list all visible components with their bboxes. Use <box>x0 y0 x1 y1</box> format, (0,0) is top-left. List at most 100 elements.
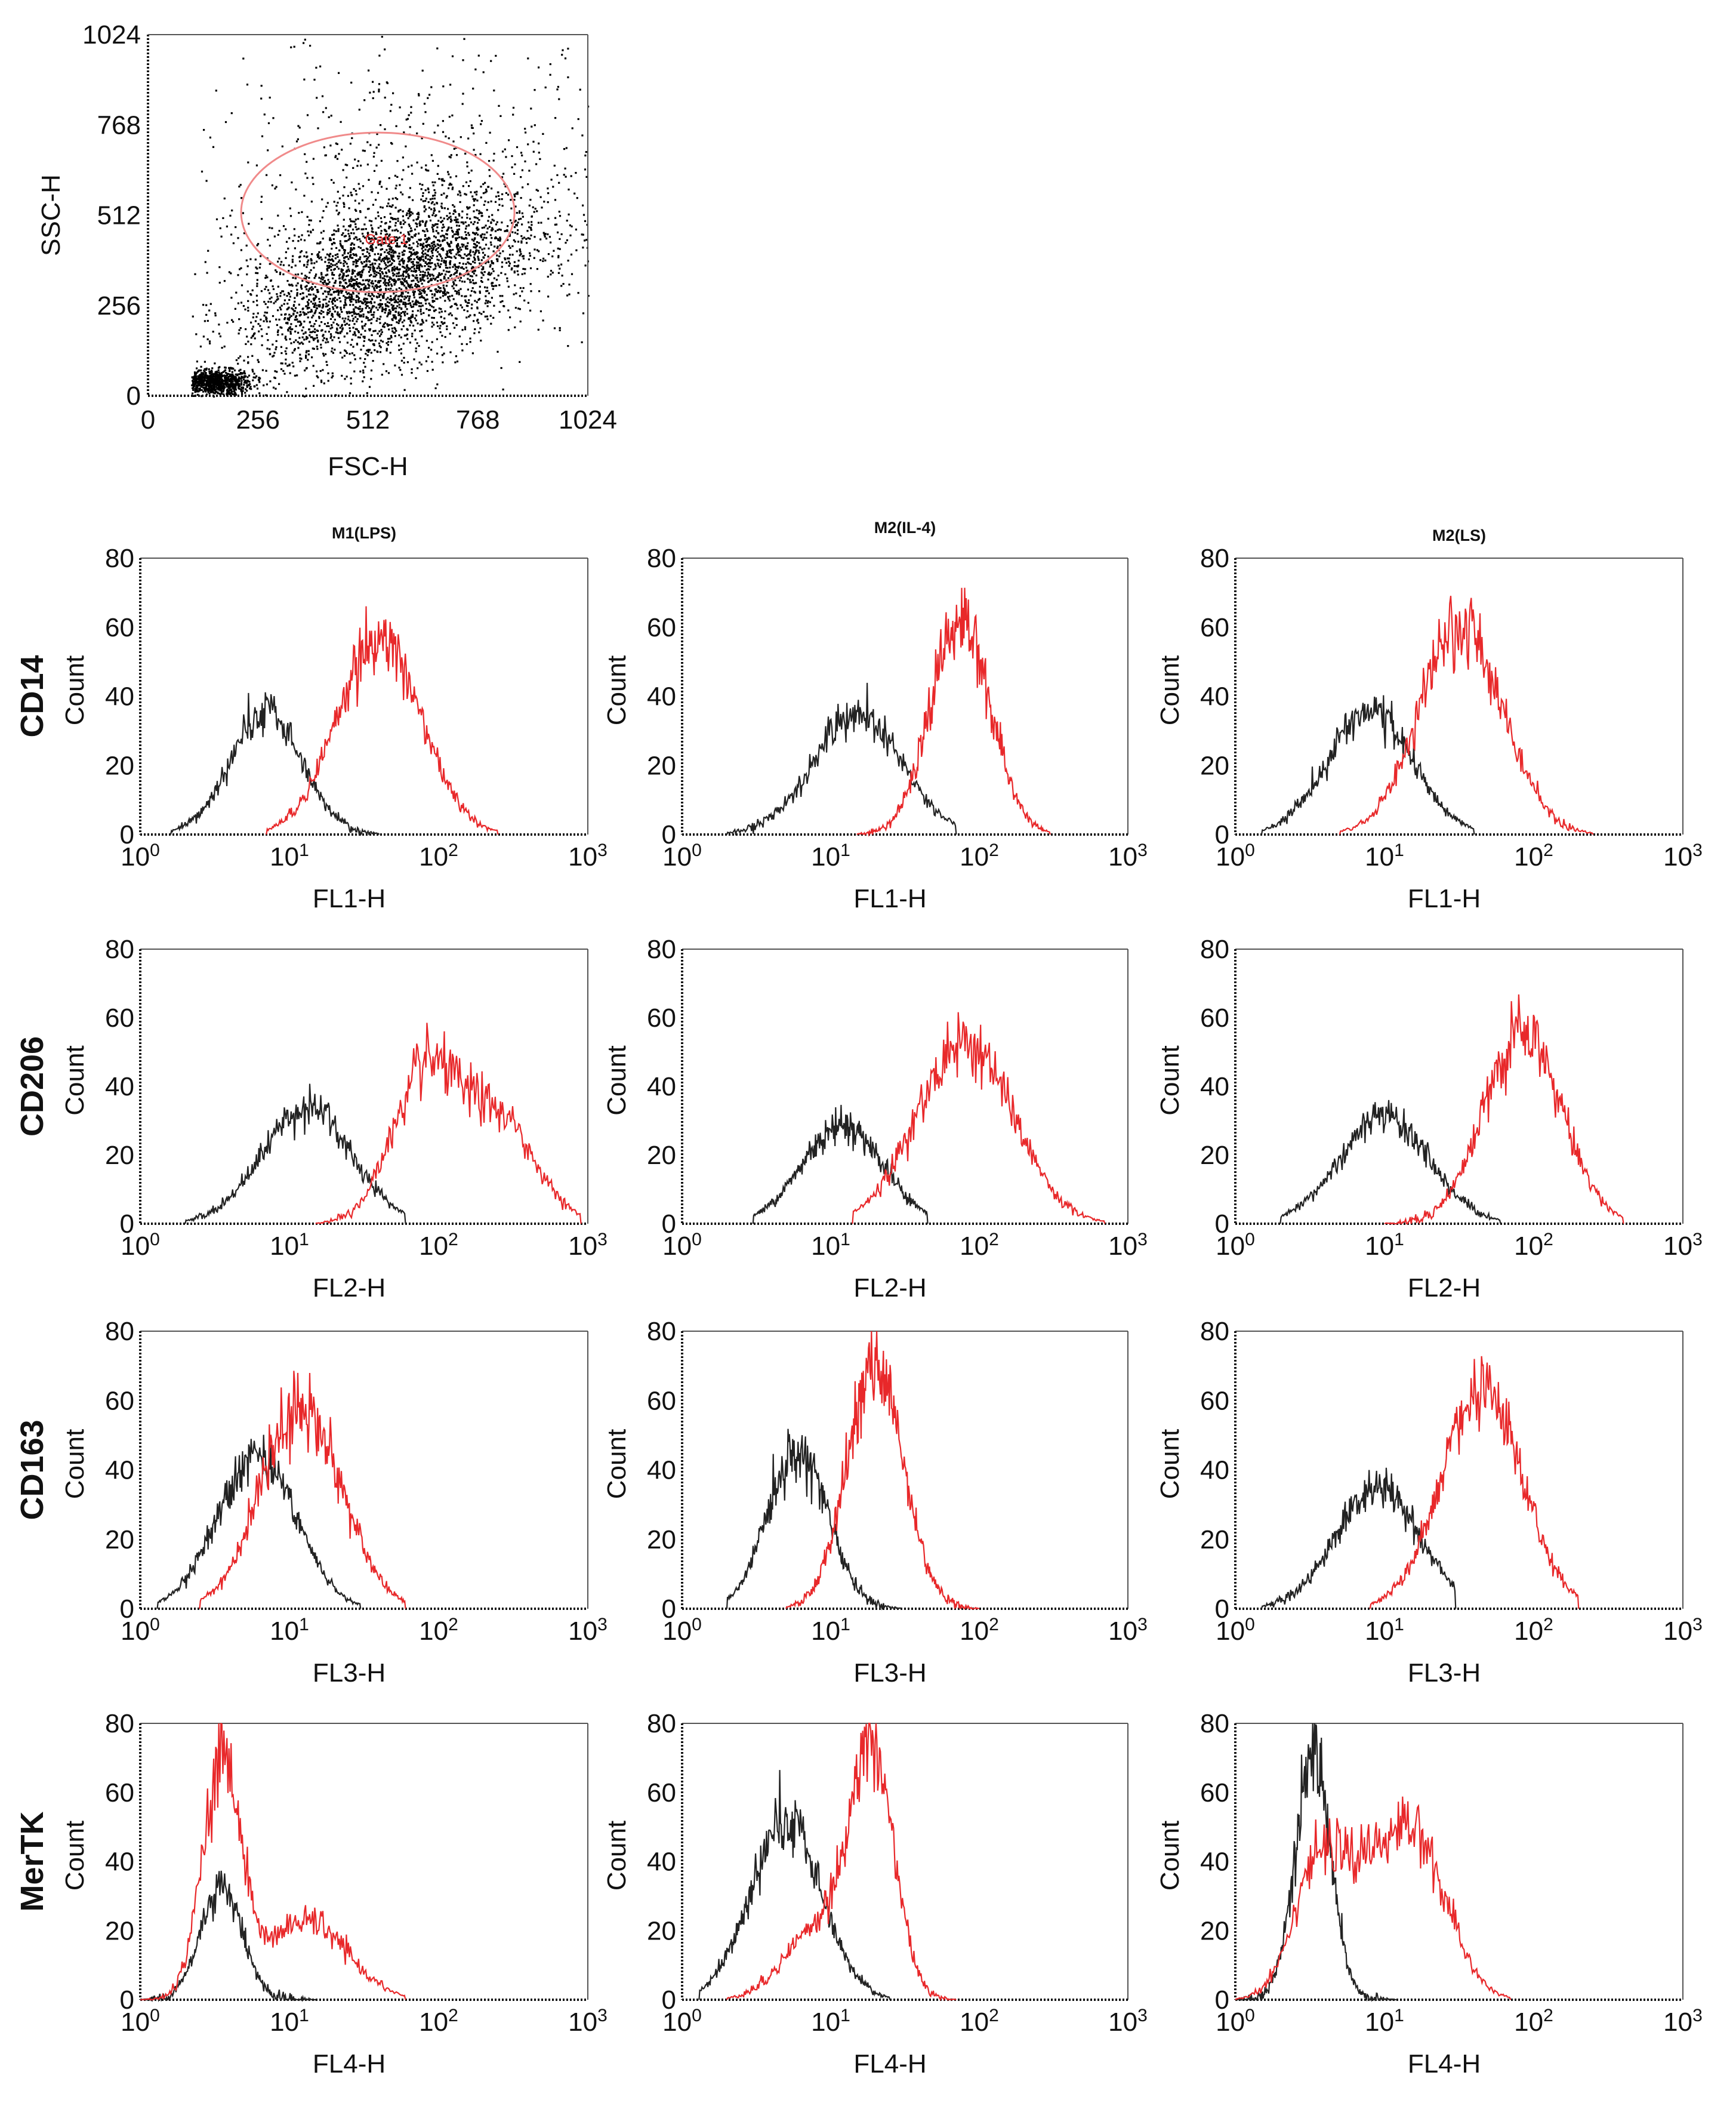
scatter-point <box>465 233 467 236</box>
scatter-point <box>235 359 238 361</box>
scatter-point <box>320 321 323 324</box>
scatter-point <box>326 202 329 204</box>
scatter-point <box>359 240 362 242</box>
scatter-point <box>388 198 390 201</box>
scatter-point <box>374 290 376 292</box>
scatter-point <box>386 301 388 303</box>
scatter-point <box>340 306 342 309</box>
scatter-point <box>346 240 348 242</box>
scatter-point <box>357 308 360 310</box>
scatter-point <box>267 326 270 328</box>
scatter-point <box>501 176 504 178</box>
scatter-point <box>448 155 451 158</box>
scatter-point <box>224 386 226 389</box>
scatter-point <box>343 260 346 262</box>
scatter-point <box>386 255 388 257</box>
scatter-point <box>522 267 525 270</box>
scatter-point <box>234 370 236 372</box>
scatter-point <box>358 202 360 205</box>
scatter-point <box>387 269 390 272</box>
scatter-point <box>309 45 312 47</box>
scatter-y-tick-label: 256 <box>97 291 141 321</box>
scatter-point <box>449 84 452 86</box>
scatter-point <box>328 266 331 269</box>
scatter-point <box>474 261 476 264</box>
scatter-point <box>320 272 323 274</box>
scatter-point <box>230 388 232 390</box>
scatter-point <box>477 250 480 252</box>
histogram-y-tick-label: 20 <box>105 1525 134 1554</box>
scatter-point <box>212 385 215 387</box>
scatter-point <box>351 315 353 317</box>
scatter-point <box>369 340 372 342</box>
scatter-point <box>292 365 295 368</box>
scatter-point <box>377 244 380 246</box>
scatter-point <box>232 393 234 395</box>
scatter-point <box>369 269 371 271</box>
scatter-point <box>277 334 279 336</box>
scatter-point <box>229 375 231 378</box>
scatter-point <box>307 259 310 261</box>
scatter-point <box>430 250 433 253</box>
scatter-point <box>387 284 390 287</box>
scatter-point <box>275 387 277 390</box>
scatter-point <box>440 263 442 266</box>
scatter-point <box>334 254 337 256</box>
scatter-point <box>328 287 331 290</box>
scatter-point <box>347 292 350 294</box>
histogram-x-tick-exponent: 1 <box>299 2006 309 2025</box>
scatter-point <box>335 230 337 232</box>
scatter-point <box>344 249 346 251</box>
scatter-point <box>475 232 477 234</box>
scatter-point <box>557 85 559 88</box>
scatter-point <box>255 300 258 302</box>
scatter-point <box>433 317 435 319</box>
scatter-point <box>304 275 307 277</box>
scatter-point <box>330 269 332 271</box>
scatter-point <box>232 374 235 377</box>
scatter-point <box>566 239 568 242</box>
scatter-point <box>396 321 398 324</box>
scatter-point <box>401 178 403 181</box>
histogram-series-marker <box>785 1331 980 1610</box>
scatter-point <box>522 257 525 260</box>
scatter-point <box>380 159 383 162</box>
scatter-point <box>584 264 587 267</box>
scatter-point <box>406 333 408 335</box>
scatter-point <box>431 252 434 254</box>
scatter-point <box>352 292 354 295</box>
scatter-point <box>421 137 423 140</box>
scatter-point <box>368 294 370 297</box>
scatter-point <box>336 327 338 330</box>
scatter-point <box>540 221 542 224</box>
scatter-point <box>538 250 540 253</box>
scatter-point <box>286 280 289 282</box>
scatter-point <box>474 191 476 193</box>
histogram-y-tick-label: 40 <box>105 1848 134 1877</box>
scatter-point <box>351 248 353 251</box>
scatter-point <box>472 269 474 272</box>
scatter-point <box>246 376 249 378</box>
scatter-point <box>453 205 455 208</box>
scatter-point <box>329 333 332 335</box>
scatter-point <box>418 93 420 96</box>
scatter-point <box>486 227 489 230</box>
scatter-point <box>458 228 460 230</box>
scatter-point <box>331 272 334 274</box>
scatter-point <box>333 274 335 276</box>
histogram-x-tick-exponent: 1 <box>1394 840 1404 860</box>
scatter-point <box>397 279 399 281</box>
scatter-point <box>289 338 291 340</box>
scatter-point <box>369 311 372 313</box>
scatter-point <box>357 336 360 338</box>
scatter-point <box>446 229 449 231</box>
scatter-point <box>393 269 396 272</box>
scatter-point <box>362 344 365 347</box>
scatter-point <box>460 273 462 276</box>
scatter-point <box>394 221 397 224</box>
scatter-point <box>394 310 397 313</box>
histogram-x-tick-label: 100 <box>121 2006 160 2037</box>
scatter-point <box>462 263 464 265</box>
scatter-point <box>408 251 411 253</box>
scatter-point <box>344 301 346 303</box>
